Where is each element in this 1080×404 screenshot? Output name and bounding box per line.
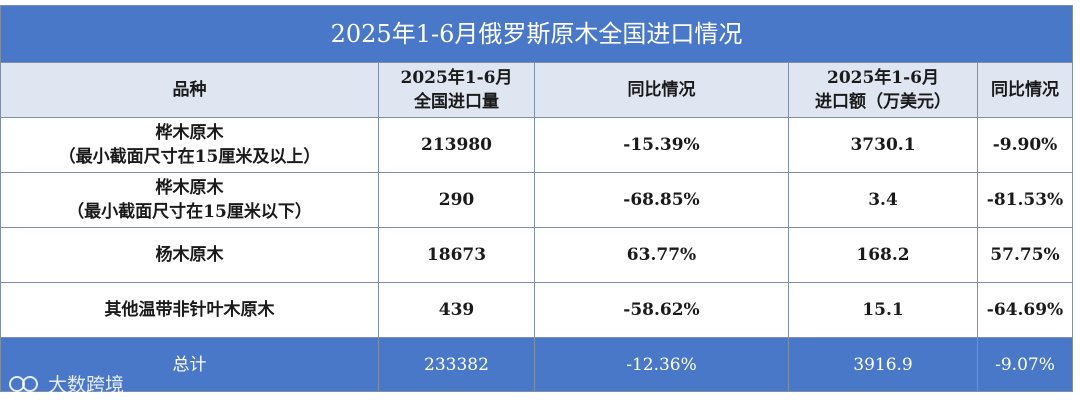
cell: 63.77% — [534, 227, 789, 283]
cell: 总计 — [0, 337, 379, 392]
cell: -9.90% — [977, 117, 1073, 173]
cell: 同比情况 — [977, 62, 1073, 118]
cell: -12.36% — [534, 337, 789, 392]
title-row: 2025年1-6月俄罗斯原木全国进口情况 — [0, 5, 1073, 63]
cell: 桦木原木 （最小截面尺寸在15厘米及以上） — [0, 117, 379, 173]
watermark-text: 大数跨境 — [48, 374, 125, 396]
cell: -81.53% — [977, 172, 1073, 228]
table-title: 2025年1-6月俄罗斯原木全国进口情况 — [0, 5, 1073, 63]
cell: -58.62% — [534, 282, 789, 338]
cell: 57.75% — [977, 227, 1073, 283]
cell: 168.2 — [788, 227, 978, 283]
cell: 15.1 — [788, 282, 978, 338]
watermark: 大数跨境 — [8, 370, 124, 397]
cell: -64.69% — [977, 282, 1073, 338]
cell: 3730.1 — [788, 117, 978, 173]
total-row: 总计 233382 -12.36% 3916.9 -9.07% — [0, 337, 1073, 392]
data-row: 其他温带非针叶木原木 439 -58.62% 15.1 -64.69% — [0, 282, 1073, 338]
cell: 439 — [378, 282, 535, 338]
cell: 290 — [378, 172, 535, 228]
cell: 同比情况 — [534, 62, 789, 118]
data-row: 杨木原木 18673 63.77% 168.2 57.75% — [0, 227, 1073, 283]
cell: 3.4 — [788, 172, 978, 228]
cell: 杨木原木 — [0, 227, 379, 283]
cell: 2025年1-6月 进口额（万美元） — [788, 62, 978, 118]
cell: 233382 — [378, 337, 535, 392]
cell: 桦木原木 （最小截面尺寸在15厘米以下） — [0, 172, 379, 228]
cell: -9.07% — [977, 337, 1073, 392]
cell: 2025年1-6月 全国进口量 — [378, 62, 535, 118]
cell: -15.39% — [534, 117, 789, 173]
cell: 3916.9 — [788, 337, 978, 392]
cell: 品种 — [0, 62, 379, 118]
header-row: 品种 2025年1-6月 全国进口量 同比情况 2025年1-6月 进口额（万美元）同… — [0, 62, 1073, 118]
cell: 其他温带非针叶木原木 — [0, 282, 379, 338]
data-row: 桦木原木 （最小截面尺寸在15厘米以下） 290 -68.85% 3.4 -81.53% — [0, 172, 1073, 228]
data-row: 桦木原木 （最小截面尺寸在15厘米及以上） 213980 -15.39% 3730.1… — [0, 117, 1073, 173]
watermark-logo — [9, 375, 38, 392]
cell: 18673 — [378, 227, 535, 283]
import-table: 2025年1-6月俄罗斯原木全国进口情况 品种 2025年1-6月 全国进口量 同比… — [0, 5, 1073, 392]
cell: 213980 — [378, 117, 535, 173]
cell: -68.85% — [534, 172, 789, 228]
